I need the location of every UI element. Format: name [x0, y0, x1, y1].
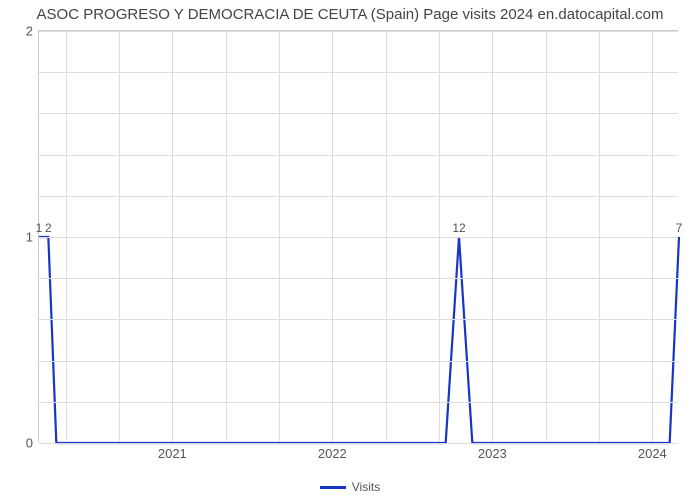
- x-tick-label: 2021: [158, 446, 187, 461]
- point-label: 12: [452, 221, 465, 235]
- y-tick-label: 2: [26, 24, 33, 39]
- legend: Visits: [0, 478, 700, 495]
- legend-swatch: [320, 486, 346, 489]
- grid-line-h: [39, 319, 678, 320]
- grid-line-v: [279, 31, 280, 442]
- grid-line-v: [439, 31, 440, 442]
- grid-line-h: [39, 402, 678, 403]
- grid-line-v: [546, 31, 547, 442]
- grid-line-h: [39, 31, 678, 32]
- grid-line-v: [492, 31, 493, 442]
- grid-line-v: [66, 31, 67, 442]
- plot-area: 012202120222023202412127: [38, 30, 678, 442]
- grid-line-v: [172, 31, 173, 442]
- grid-line-h: [39, 155, 678, 156]
- y-tick-label: 1: [26, 230, 33, 245]
- y-tick-label: 0: [26, 436, 33, 451]
- grid-line-h: [39, 443, 678, 444]
- grid-line-v: [119, 31, 120, 442]
- legend-label: Visits: [352, 480, 380, 494]
- x-tick-label: 2022: [318, 446, 347, 461]
- grid-line-v: [332, 31, 333, 442]
- grid-line-h: [39, 72, 678, 73]
- grid-line-h: [39, 361, 678, 362]
- grid-line-h: [39, 278, 678, 279]
- grid-line-h: [39, 113, 678, 114]
- grid-line-h: [39, 237, 678, 238]
- point-label: 1: [36, 221, 43, 235]
- grid-line-h: [39, 196, 678, 197]
- x-tick-label: 2024: [638, 446, 667, 461]
- grid-line-v: [652, 31, 653, 442]
- legend-item-visits: Visits: [320, 480, 380, 494]
- grid-line-v: [226, 31, 227, 442]
- chart-title: ASOC PROGRESO Y DEMOCRACIA DE CEUTA (Spa…: [0, 6, 700, 23]
- grid-line-v: [386, 31, 387, 442]
- point-label: 2: [45, 221, 52, 235]
- point-label: 7: [676, 221, 683, 235]
- grid-line-v: [599, 31, 600, 442]
- x-tick-label: 2023: [478, 446, 507, 461]
